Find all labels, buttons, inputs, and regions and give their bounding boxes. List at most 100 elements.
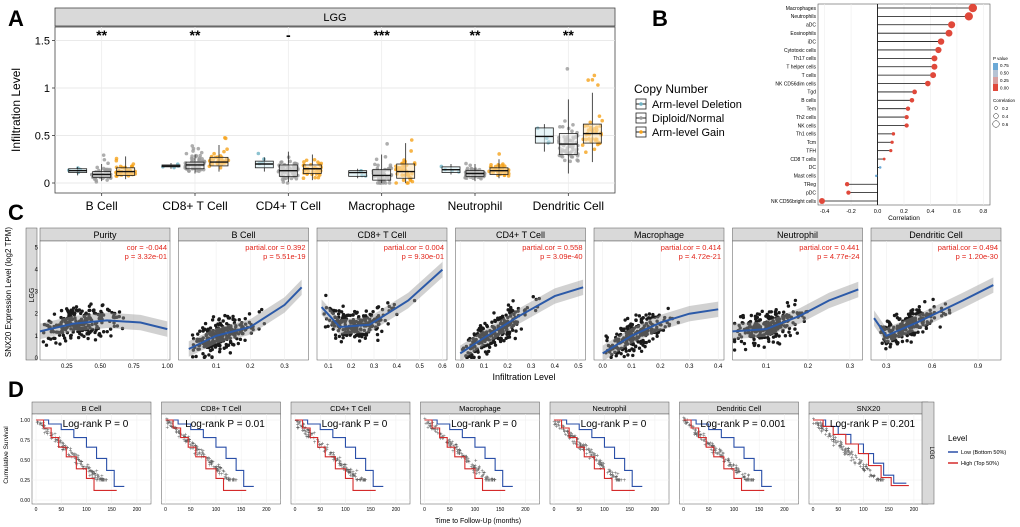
- scatter-point: [76, 335, 81, 340]
- scatter-point: [92, 309, 96, 313]
- x-tick-label: Neutrophil: [448, 199, 503, 213]
- scatter-point: [68, 311, 73, 315]
- scatter-point: [115, 324, 120, 328]
- scatter-point: [100, 303, 104, 308]
- cell-label: T cells: [802, 73, 817, 79]
- lollipop-dot: [948, 21, 956, 29]
- y-tick-label: 5: [35, 246, 39, 252]
- scatter-point: [190, 355, 195, 359]
- panel-a-ylabel: Infiltration Level: [9, 68, 23, 152]
- censor-mark: +: [70, 455, 74, 461]
- scatter-point: [66, 320, 71, 324]
- jitter-point: [576, 159, 580, 163]
- scatter-point: [83, 327, 88, 332]
- scatter-point: [777, 342, 782, 346]
- scatter-point: [63, 339, 68, 343]
- panel-b-cell-labels: Macrophages Neutrophils aDC Eosinophils iDC C…: [771, 6, 817, 205]
- box: [348, 170, 368, 177]
- scatter-point: [238, 337, 243, 342]
- cell-label: DC: [809, 165, 817, 171]
- jitter-point: [600, 118, 605, 123]
- x-tick-label: CD4+ T Cell: [256, 199, 321, 213]
- scatter-point: [221, 319, 225, 323]
- lollipop-dot: [874, 174, 878, 178]
- legend-corr-label: 0.4: [1002, 114, 1009, 119]
- scatter-point: [732, 348, 737, 352]
- scatter-point: [228, 351, 233, 355]
- jitter-point: [281, 180, 286, 184]
- x-tick-label: 100: [471, 507, 480, 513]
- x-tick-label: 0: [294, 507, 297, 513]
- jitter-point: [563, 119, 567, 123]
- x-tick-label: 1.00: [161, 364, 173, 370]
- x-tick-label: CD8+ T Cell: [162, 199, 227, 213]
- scatter-point: [376, 338, 380, 343]
- scatter-facet: Purity 0.25 0.50 0.75 1.00 0 1 2 3 4 5 cor = -0.044…: [35, 227, 174, 370]
- scatter-point: [767, 310, 772, 314]
- x-tick-label: 0: [423, 507, 426, 513]
- panel-d-legend: Level Low (Bottom 50%) High (Top 50%): [948, 434, 1006, 467]
- scatter-point: [758, 318, 763, 322]
- scatter-point: [49, 330, 54, 334]
- correlation-stat: partial.cor = 0.558: [522, 243, 582, 252]
- scatter-facet: Macrophage 0.0 0.1 0.2 0.3 0.4 partial.cor = 0…: [593, 227, 725, 370]
- x-tick-label: 0: [812, 507, 815, 513]
- censor-mark: +: [623, 478, 627, 484]
- facet-title: Neutrophil: [777, 230, 818, 240]
- cell-label: T helper cells: [786, 65, 816, 71]
- facet-title: CD4+ T Cell: [496, 230, 545, 240]
- censor-mark: +: [362, 478, 366, 484]
- lollipop-dot: [889, 149, 893, 153]
- scatter-point: [771, 335, 776, 339]
- scatter-point: [44, 343, 49, 347]
- scatter-point: [83, 318, 87, 323]
- x-tick-label: 200: [521, 507, 530, 513]
- scatter-point: [78, 331, 82, 336]
- scatter-point: [895, 342, 900, 346]
- scatter-point: [786, 304, 791, 308]
- facet-title: Dendritic Cell: [717, 404, 762, 413]
- cell-label: B cells: [801, 98, 816, 104]
- scatter-point: [69, 317, 74, 321]
- scatter-point: [210, 347, 214, 352]
- legend-corr-circle: [994, 106, 998, 110]
- legend-corr-circle: [992, 120, 1000, 128]
- scatter-point: [194, 354, 198, 359]
- lollipop-dot: [912, 89, 917, 95]
- censor-mark: +: [719, 449, 723, 455]
- scatter-point: [614, 354, 618, 358]
- panel-d-ylabel: Cumulative Survival: [3, 426, 10, 484]
- significance-mark: ***: [373, 27, 390, 43]
- x-tick-label: 0.2: [246, 364, 255, 370]
- panel-b: B Macrophages Neutrophils aDC Eosinophils iD…: [652, 3, 1016, 222]
- scatter-point: [647, 339, 651, 343]
- x-tick-label: 0.6: [928, 364, 937, 370]
- scatter-point: [788, 333, 792, 338]
- scatter-point: [67, 314, 71, 318]
- jitter-point: [316, 175, 321, 180]
- y-tick-label: 1.00: [20, 418, 30, 424]
- x-tick-label: 150: [885, 507, 894, 513]
- censor-mark: +: [46, 430, 50, 436]
- panel-b-xlabel: Correlation: [888, 215, 920, 222]
- scatter-point: [201, 329, 205, 333]
- x-tick-label: 0.5: [574, 364, 583, 370]
- x-tick-label: 100: [730, 507, 739, 513]
- scatter-facet: CD8+ T Cell 0.1 0.2 0.3 0.4 0.5 0.6 partial.cor…: [316, 227, 447, 370]
- scatter-point: [69, 308, 73, 312]
- scatter-point: [480, 326, 484, 330]
- scatter-point: [210, 355, 214, 360]
- scatter-point: [198, 329, 202, 333]
- y-tick-label: 0: [35, 356, 39, 362]
- scatter-point: [620, 327, 625, 331]
- censor-mark: +: [735, 471, 739, 477]
- x-tick-label: 0.25: [61, 364, 73, 370]
- scatter-point: [86, 336, 90, 341]
- y-tick-label: 1: [35, 334, 39, 340]
